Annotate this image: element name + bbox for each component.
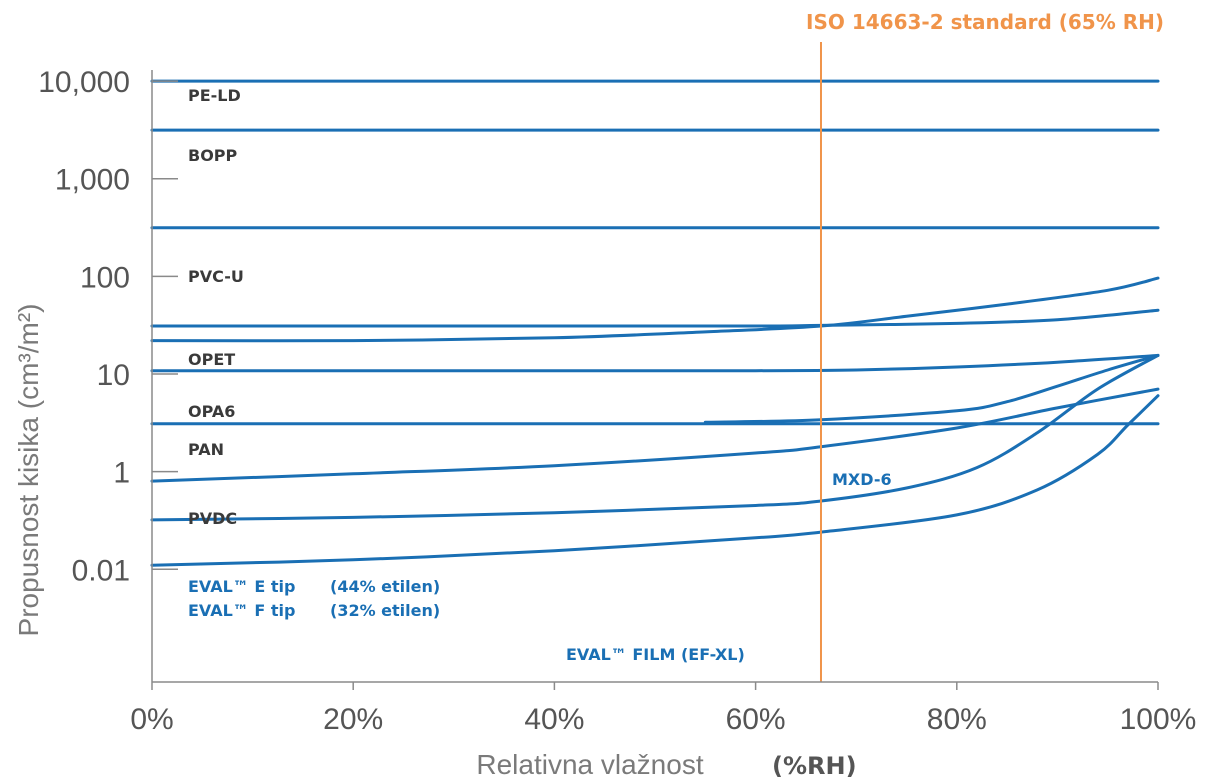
series-layer [150,79,1160,567]
x-tick-label: 0% [130,703,173,736]
x-tick-label: 20% [323,703,383,736]
y-ticks: 10,000 1,000 100 10 1 0.01 [38,66,178,587]
label-pe-ld: PE-LD [188,86,241,105]
label-eval-e-note: (44% etilen) [330,577,440,596]
series-line-10 [150,353,1160,522]
y-tick-label: 0.01 [72,554,130,587]
x-tick-label: 80% [927,703,987,736]
series-line-11 [150,394,1160,567]
y-tick-label: 10 [97,359,130,392]
x-axis-title: Relativna vlažnost [476,749,703,780]
label-eval-film: EVAL™ FILM (EF-XL) [566,645,745,664]
label-pvc-u: PVC-U [188,267,244,286]
series-line-9 [150,387,1160,483]
label-opa6: OPA6 [188,402,235,421]
series-line-8 [703,353,1160,424]
series-line-6 [150,353,1160,373]
label-mxd-6: MXD-6 [832,470,892,489]
label-opet: OPET [188,350,235,369]
y-tick-label: 10,000 [38,66,130,99]
label-eval-e-name: EVAL™ E tip [188,577,295,596]
series-line-4 [150,308,1160,328]
label-pvdc: PVDC [188,509,237,528]
x-tick-label: 60% [726,703,786,736]
label-eval-f-name: EVAL™ F tip [188,601,295,620]
label-bopp: BOPP [188,146,238,165]
label-pan: PAN [188,440,224,459]
iso-standard-label: ISO 14663-2 standard (65% RH) [806,10,1164,34]
x-ticks: 0% 20% 40% 60% 80% 100% [130,682,1196,736]
y-axis-title: Propusnost kisika (cm³/m²) [13,304,44,637]
y-tick-label: 100 [80,261,130,294]
y-tick-label: 1,000 [55,164,130,197]
x-tick-label: 40% [524,703,584,736]
label-eval-f-note: (32% etilen) [330,601,440,620]
series-line-5 [150,276,1160,343]
x-tick-label: 100% [1120,703,1197,736]
y-tick-label: 1 [113,457,130,490]
x-axis-unit: (%RH) [772,752,857,780]
